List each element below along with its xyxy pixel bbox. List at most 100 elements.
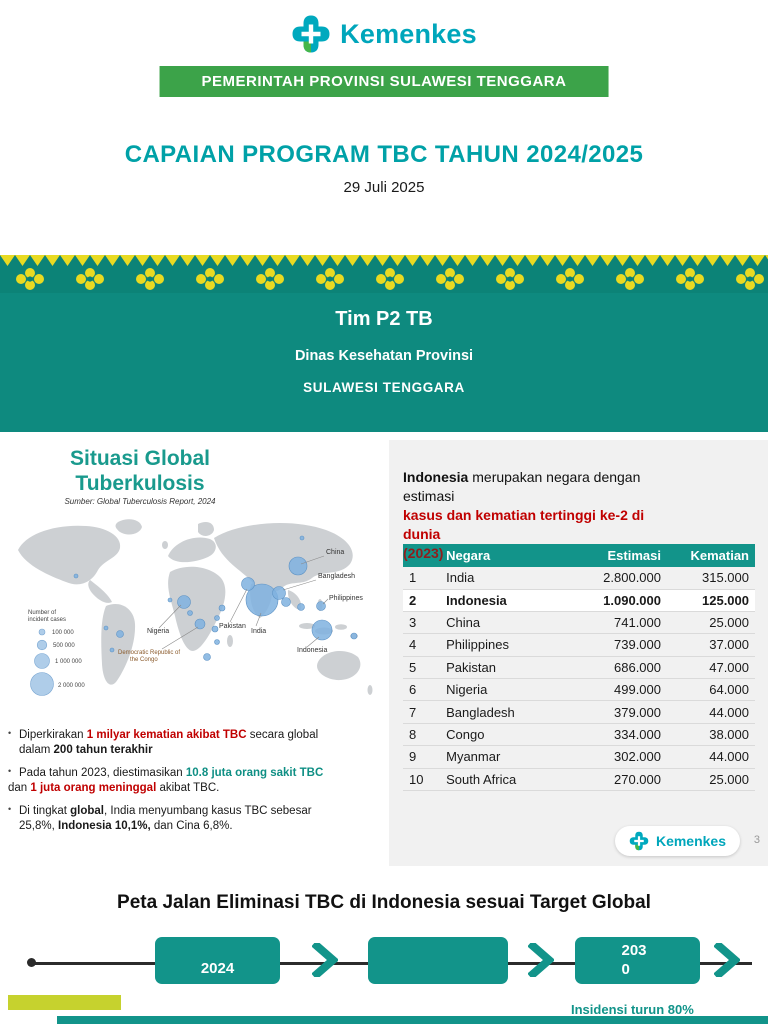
table-cell: 44.000: [667, 745, 755, 769]
map-label-philippines: Philippines: [329, 595, 363, 602]
ornament-icon: [600, 255, 660, 293]
table-cell: 4: [403, 633, 441, 657]
content-section: Situasi Global Tuberkulosis Sumber: Glob…: [0, 440, 768, 866]
team-title: Tim P2 TB: [335, 308, 433, 330]
map-label-drc-line1: Democratic Republic of: [118, 650, 180, 656]
legend-title-line1: Number of: [28, 610, 56, 616]
table-cell: 44.000: [667, 700, 755, 724]
legend-value: 100 000: [52, 630, 74, 636]
bullet-list: Diperkirakan 1 milyar kematian akibat TB…: [8, 728, 326, 834]
ornament-icon: [180, 255, 240, 293]
map-label-indonesia: Indonesia: [297, 647, 327, 654]
kemenkes-logo-icon: [629, 831, 649, 851]
legend-value: 1 000 000: [55, 659, 82, 665]
kemenkes-badge: Kemenkes: [614, 826, 740, 856]
bullet-item: Di tingkat global, India menyumbang kasu…: [8, 804, 326, 834]
column-header-negara: Negara: [440, 544, 572, 568]
map-legend: Number of incident cases 100 000 500 000…: [28, 610, 85, 697]
table-cell: India: [440, 567, 572, 590]
incidence-note: Insidensi turun 80%: [571, 1002, 694, 1017]
legend-title-line2: incident cases: [28, 617, 66, 623]
ornament-icon: [120, 255, 180, 293]
map-label-nigeria: Nigeria: [147, 628, 169, 635]
table-cell: 379.000: [571, 700, 667, 724]
table-cell: 302.000: [571, 745, 667, 769]
column-header-estimasi: Estimasi: [571, 544, 667, 568]
table-cell: 6: [403, 678, 441, 702]
ornament-icon: [60, 255, 120, 293]
table-row: 7 Bangladesh 379.000 44.000: [403, 700, 755, 724]
table-cell: China: [440, 611, 572, 635]
kemenkes-logo-icon: [291, 14, 331, 54]
table-cell: Pakistan: [440, 656, 572, 680]
world-map: China Bangladesh Philippines Pakistan In…: [18, 519, 373, 697]
lime-bar: [8, 995, 121, 1010]
table-cell: Bangladesh: [440, 700, 572, 724]
table-cell: 64.000: [667, 678, 755, 702]
table-cell: 8: [403, 723, 441, 747]
team-subtitle-2: SULAWESI TENGGARA: [303, 380, 465, 395]
table-cell: 270.000: [571, 768, 667, 791]
table-cell: 37.000: [667, 633, 755, 657]
table-row: 5 Pakistan 686.000 47.000: [403, 656, 755, 680]
milestone-2030: 2030: [575, 937, 700, 984]
ornament-icon: [240, 255, 300, 293]
table-cell: 10: [403, 768, 441, 791]
ornament-icon: [720, 255, 768, 293]
roadmap-section: Peta Jalan Eliminasi TBC di Indonesia se…: [0, 866, 768, 1024]
table-row: 2 Indonesia 1.090.000 125.000: [403, 589, 755, 612]
kemenkes-brand: Kemenkes: [0, 14, 768, 54]
table-cell: 38.000: [667, 723, 755, 747]
page-date: 29 Juli 2025: [343, 179, 425, 196]
table-cell: 5: [403, 656, 441, 680]
timeline-start-dot: [27, 958, 36, 967]
team-banner: Tim P2 TB Dinas Kesehatan Provinsi SULAW…: [0, 255, 768, 432]
team-subtitle-1: Dinas Kesehatan Provinsi: [294, 348, 474, 364]
map-label-india: India: [251, 628, 266, 635]
kemenkes-badge-text: Kemenkes: [655, 833, 726, 849]
global-situation-panel: Situasi Global Tuberkulosis Sumber: Glob…: [0, 440, 389, 866]
table-cell: 2.800.000: [571, 567, 667, 590]
table-cell: Philippines: [440, 633, 572, 657]
table-cell: 1.090.000: [571, 589, 667, 612]
table-cell: 7: [403, 700, 441, 724]
column-header-no: [403, 544, 441, 568]
province-banner: PEMERINTAH PROVINSI SULAWESI TENGGARA: [159, 66, 609, 97]
table-cell: 25.000: [667, 611, 755, 635]
table-row: 8 Congo 334.000 38.000: [403, 723, 755, 747]
table-row: 4 Philippines 739.000 37.000: [403, 633, 755, 657]
table-cell: 739.000: [571, 633, 667, 657]
table-cell: 686.000: [571, 656, 667, 680]
ornament-icon: [300, 255, 360, 293]
ornament-icon: [660, 255, 720, 293]
column-header-kematian: Kematian: [667, 544, 755, 568]
table-cell: Indonesia: [440, 589, 572, 612]
table-header-row: Negara Estimasi Kematian: [403, 544, 755, 568]
burden-table: Negara Estimasi Kematian 1 India 2.800.000…: [403, 544, 755, 791]
table-cell: 47.000: [667, 656, 755, 680]
table-cell: 9: [403, 745, 441, 769]
kemenkes-logo-text: Kemenkes: [340, 18, 477, 49]
milestone-2024: 2024: [155, 937, 280, 984]
ornament-icon: [540, 255, 600, 293]
page-number: 3: [753, 834, 760, 846]
table-cell: Congo: [440, 723, 572, 747]
chevron-right-icon: [312, 943, 338, 977]
intro-year: (2023): [403, 545, 444, 562]
legend-value: 500 000: [53, 643, 75, 649]
bullet-item: Diperkirakan 1 milyar kematian akibat TB…: [8, 728, 326, 758]
intro-highlight: kasus dan kematian tertinggi ke-2 di dun…: [403, 507, 645, 543]
map-label-bangladesh: Bangladesh: [318, 573, 355, 580]
table-row: 3 China 741.000 25.000: [403, 611, 755, 635]
table-cell: 125.000: [667, 589, 755, 612]
ornament-icon: [420, 255, 480, 293]
burden-table-panel: Indonesia merupakan negara dengan estima…: [389, 440, 768, 866]
map-label-china: China: [326, 549, 344, 556]
source-note: Sumber: Global Tuberculosis Report, 2024: [64, 497, 216, 507]
table-row: 10 South Africa 270.000 25.000: [403, 768, 755, 791]
bottom-bar: [57, 1016, 768, 1024]
legend-value: 2 000 000: [58, 683, 85, 689]
ornament-icon: [0, 255, 60, 293]
table-cell: Nigeria: [440, 678, 572, 702]
